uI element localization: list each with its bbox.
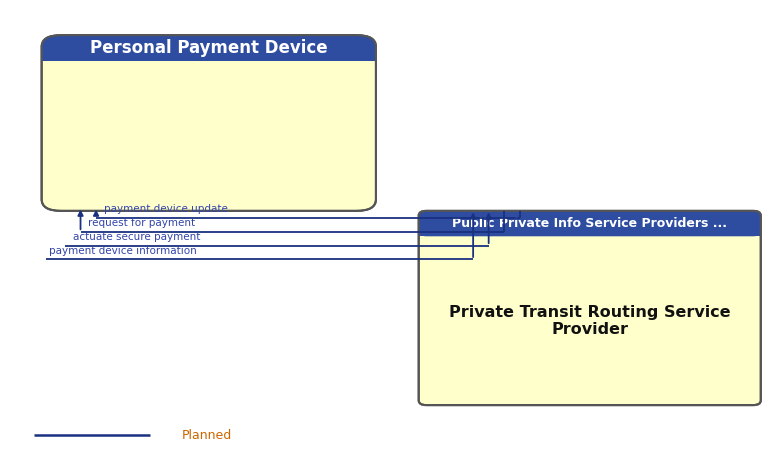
FancyBboxPatch shape — [41, 35, 376, 60]
Text: Public Private Info Service Providers ...: Public Private Info Service Providers ..… — [453, 217, 727, 230]
Text: Personal Payment Device: Personal Payment Device — [90, 39, 327, 57]
Text: payment device information: payment device information — [49, 246, 197, 256]
FancyBboxPatch shape — [41, 35, 376, 211]
Text: Private Transit Routing Service
Provider: Private Transit Routing Service Provider — [449, 305, 731, 337]
FancyBboxPatch shape — [419, 211, 761, 405]
Bar — [41, 48, 376, 60]
FancyBboxPatch shape — [419, 211, 761, 236]
Text: request for payment: request for payment — [88, 218, 196, 228]
Text: payment device update: payment device update — [104, 204, 228, 214]
Bar — [419, 224, 761, 236]
Text: actuate secure payment: actuate secure payment — [73, 232, 200, 242]
Text: Planned: Planned — [182, 429, 232, 442]
